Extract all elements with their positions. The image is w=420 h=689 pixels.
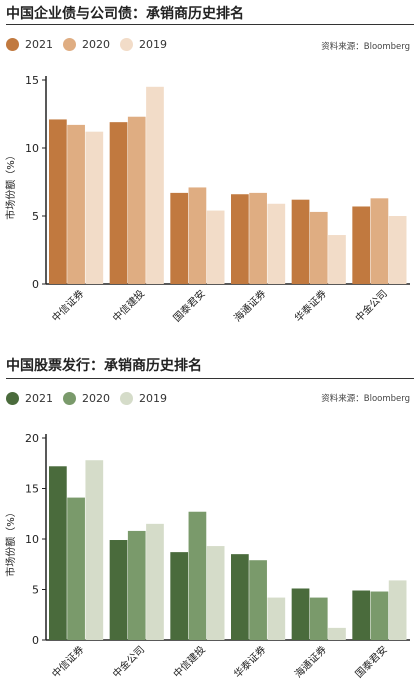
- legend-label: 2019: [139, 392, 167, 405]
- bar-2020: [188, 511, 207, 640]
- legend-swatch-2019: [120, 38, 133, 51]
- x-tick-label: 海通证券: [231, 287, 268, 324]
- bar-2019: [388, 580, 407, 640]
- bar-2020: [309, 211, 328, 284]
- bar-2021: [49, 466, 67, 640]
- chart-legend: 2021 2020 2019: [6, 38, 167, 51]
- legend-item-2021: 2021: [6, 38, 53, 51]
- y-tick-label: 0: [32, 634, 39, 647]
- x-tick-label: 中信建投: [110, 287, 147, 324]
- legend-item-2021: 2021: [6, 392, 53, 405]
- chart-title: 中国企业债与公司债：承销商历史排名: [6, 6, 244, 22]
- bar-2021: [49, 119, 67, 284]
- y-tick-label: 5: [32, 584, 39, 597]
- legend-swatch-2019: [120, 392, 133, 405]
- equity-underwriter-chart-panel: 中国股票发行：承销商历史排名 2021 2020 2019 资料来源：Bloom…: [0, 352, 420, 689]
- x-tick-label: 中信建投: [170, 643, 207, 680]
- bar-2019: [85, 460, 104, 640]
- x-tick-label: 国泰君安: [170, 287, 207, 324]
- bar-2020: [67, 124, 85, 284]
- title-divider: [6, 378, 414, 379]
- bar-2020: [370, 198, 389, 284]
- chart-title: 中国股票发行：承销商历史排名: [6, 358, 202, 374]
- bar-2021: [291, 199, 310, 284]
- x-tick-label: 华泰证券: [292, 287, 329, 324]
- x-tick-label: 中信证券: [49, 643, 86, 680]
- legend-item-2020: 2020: [63, 38, 110, 51]
- x-tick-label: 中信证券: [49, 287, 86, 324]
- bar-2021: [352, 206, 371, 284]
- bar-chart: 0 5 10 15 20 市场份额（%） 中信证券 中金公司 中信建投 华泰证券 海通证券 国泰君安: [4, 432, 410, 680]
- y-tick-label: 5: [32, 210, 39, 223]
- bar-2021: [109, 540, 128, 640]
- bar-2021: [291, 588, 310, 640]
- bar-2021: [109, 122, 128, 284]
- y-tick-label: 15: [25, 483, 39, 496]
- bar-2020: [309, 597, 328, 640]
- legend-item-2019: 2019: [120, 38, 167, 51]
- bar-2019: [328, 627, 346, 640]
- bar-2020: [249, 560, 267, 640]
- x-tick-label: 华泰证券: [231, 643, 268, 680]
- y-axis-label: 市场份额（%）: [4, 507, 17, 577]
- y-tick-label: 20: [25, 432, 39, 445]
- y-tick-label: 0: [32, 278, 39, 291]
- bar-2019: [267, 203, 286, 284]
- source-note: 资料来源：Bloomberg: [321, 394, 410, 404]
- bar-2019: [206, 210, 225, 284]
- x-tick-label: 国泰君安: [352, 643, 389, 680]
- legend-swatch-2021: [6, 38, 19, 51]
- source-note: 资料来源：Bloomberg: [321, 42, 410, 52]
- legend-label: 2019: [139, 38, 167, 51]
- x-tick-label: 中金公司: [352, 287, 389, 324]
- legend-label: 2021: [25, 38, 53, 51]
- y-tick-label: 10: [25, 142, 39, 155]
- title-divider: [6, 24, 414, 25]
- y-tick-label: 15: [25, 74, 39, 87]
- bar-2020: [188, 187, 207, 284]
- bar-2019: [146, 523, 164, 640]
- y-axis-label: 市场份额（%）: [4, 150, 17, 220]
- legend-swatch-2021: [6, 392, 19, 405]
- chart-legend: 2021 2020 2019: [6, 392, 167, 405]
- bar-2021: [231, 194, 249, 284]
- bar-2020: [249, 192, 267, 284]
- legend-swatch-2020: [63, 392, 76, 405]
- legend-label: 2020: [82, 392, 110, 405]
- bar-2020: [370, 591, 389, 640]
- legend-item-2019: 2019: [120, 392, 167, 405]
- bond-underwriter-chart-panel: 中国企业债与公司债：承销商历史排名 2021 2020 2019 资料来源：Bl…: [0, 0, 420, 340]
- bar-2019: [267, 597, 286, 640]
- bar-2019: [328, 235, 346, 284]
- bar-2021: [170, 192, 189, 284]
- x-tick-label: 海通证券: [292, 643, 329, 680]
- bar-2020: [67, 497, 85, 640]
- legend-item-2020: 2020: [63, 392, 110, 405]
- x-tick-label: 中金公司: [110, 643, 147, 680]
- bar-2020: [127, 530, 146, 640]
- legend-swatch-2020: [63, 38, 76, 51]
- bar-2019: [85, 131, 104, 284]
- bar-2021: [170, 552, 189, 640]
- bar-2021: [231, 554, 249, 640]
- legend-label: 2020: [82, 38, 110, 51]
- bar-2021: [352, 590, 371, 640]
- bar-2019: [206, 546, 225, 640]
- bar-2019: [388, 216, 407, 284]
- y-tick-label: 10: [25, 533, 39, 546]
- bar-2019: [146, 86, 164, 284]
- bar-chart: 0 5 10 15 市场份额（%） 中信证券 中信建投 国泰君安 海通证券 华泰证券 中金公司: [4, 74, 410, 324]
- legend-label: 2021: [25, 392, 53, 405]
- bar-2020: [127, 116, 146, 284]
